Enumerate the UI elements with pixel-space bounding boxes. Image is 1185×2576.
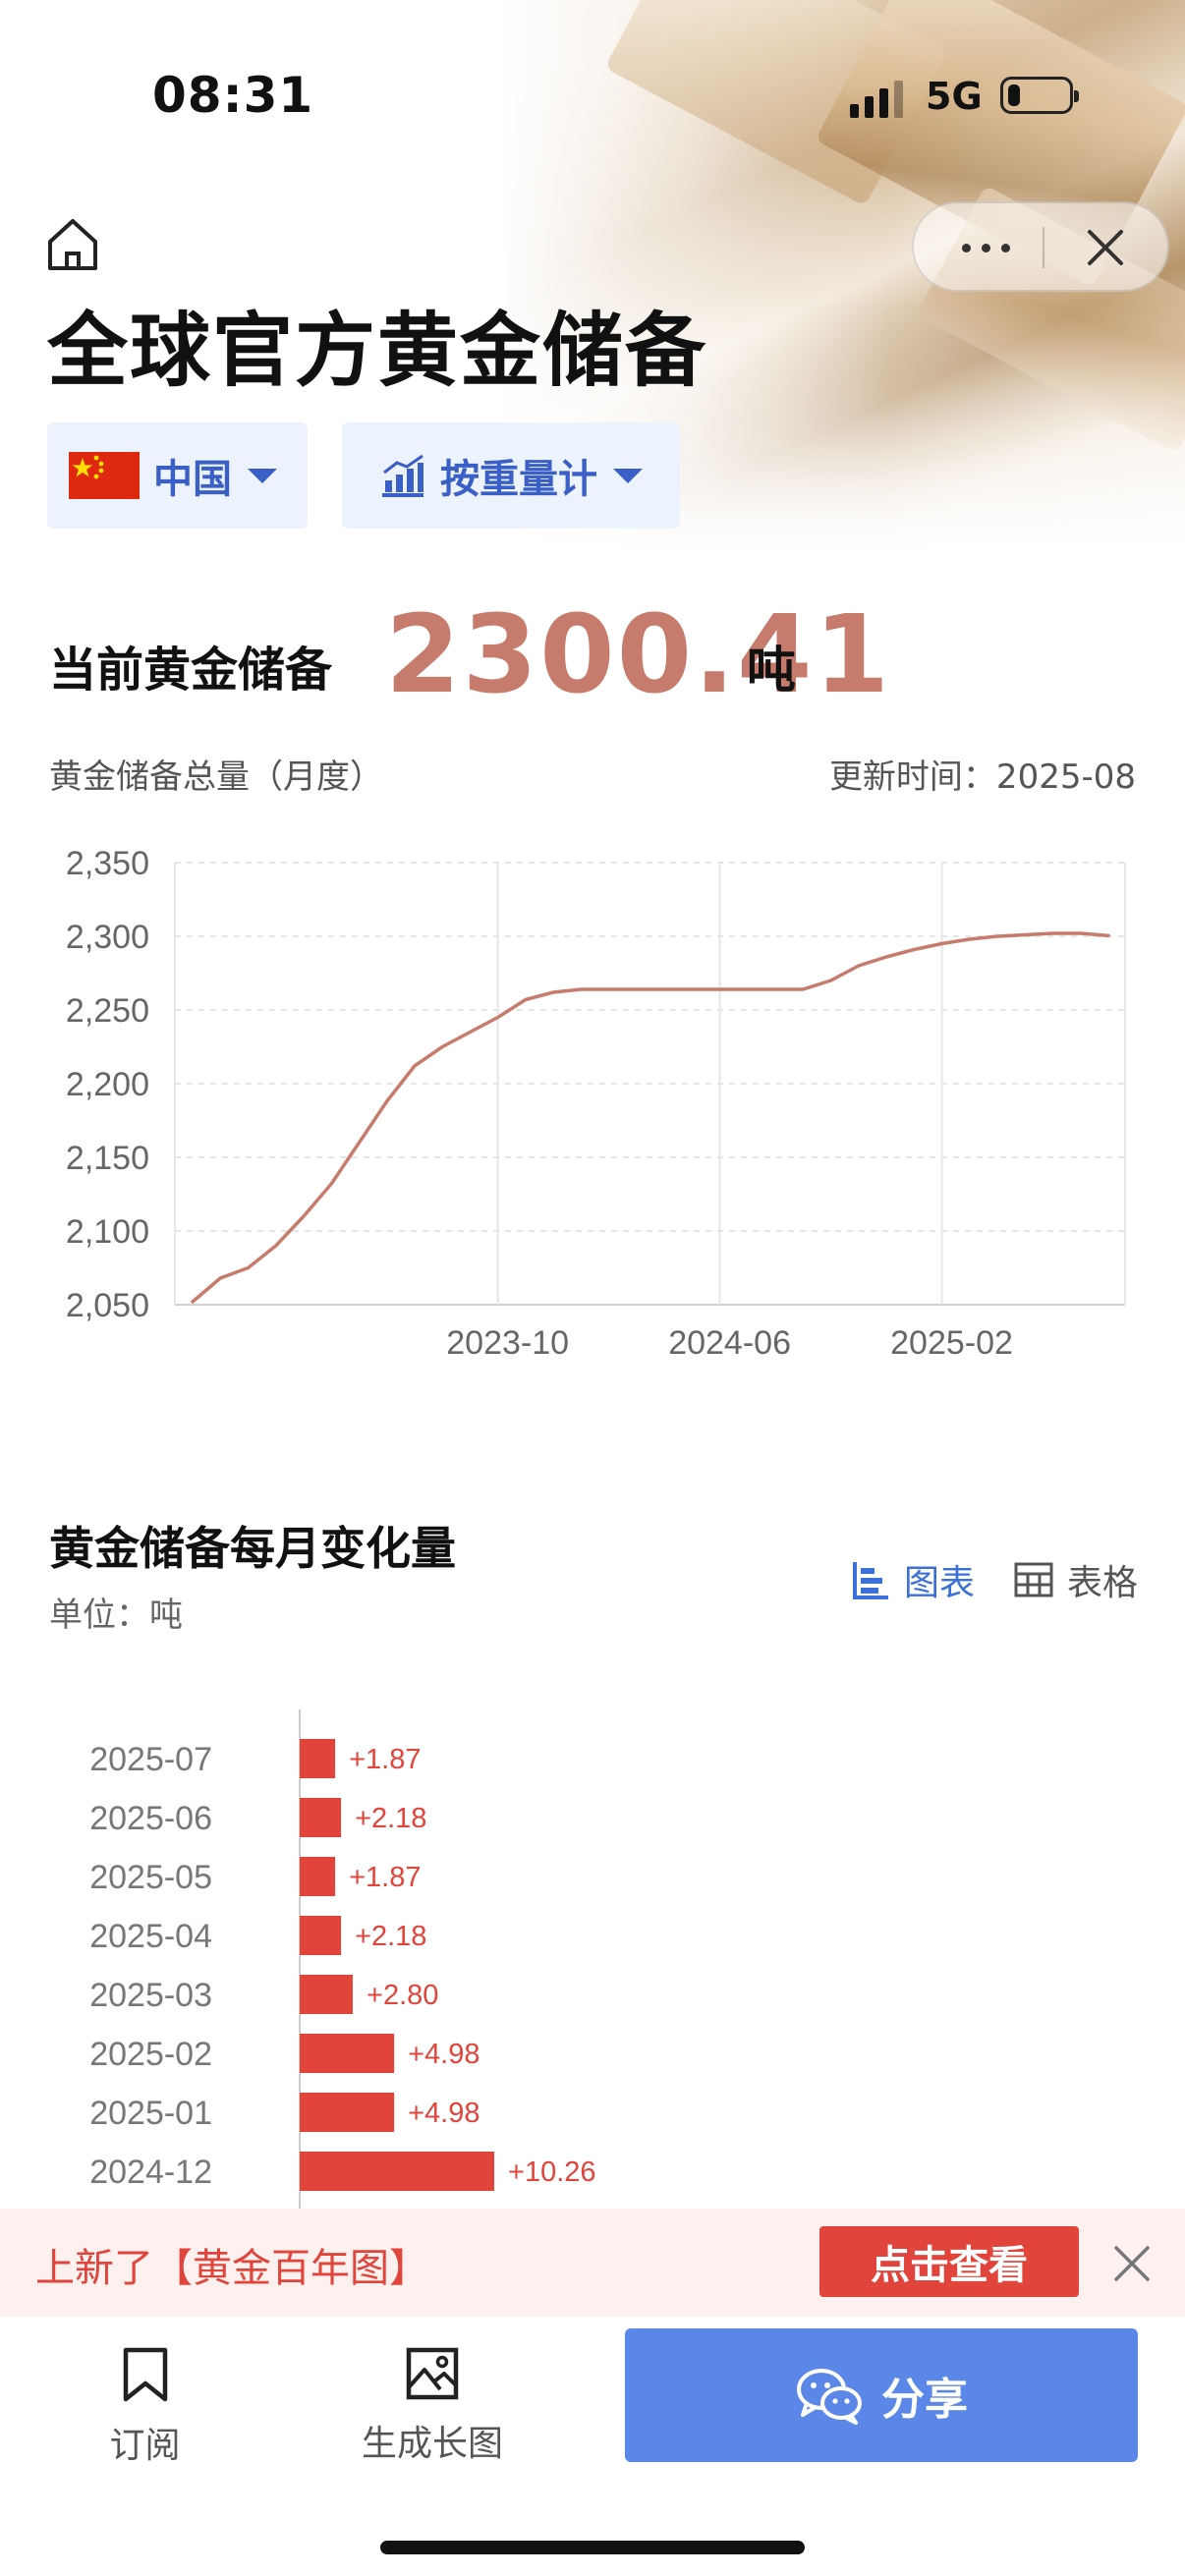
close-icon[interactable] [1081,223,1130,272]
wechat-icon [797,2369,862,2425]
y-tick-label: 2,050 [66,1287,149,1324]
home-icon[interactable] [44,216,101,273]
y-tick-label: 2,300 [66,919,149,956]
capsule-menu [912,201,1169,292]
y-tick-label: 2,350 [66,845,149,882]
tab-chart[interactable]: 图表 [851,1554,975,1605]
current-reserve-value: 2300.41 [385,591,892,717]
bar-chart-icon [382,454,423,497]
table-icon [1014,1562,1053,1597]
total-reserve-line-chart: 2,350 2,300 2,250 2,200 2,150 2,100 2,050 2023-… [66,845,1126,1356]
share-button[interactable]: 分享 [625,2328,1138,2462]
bar [300,1798,342,1837]
country-dropdown[interactable]: 中国 [47,422,308,529]
tab-table-label: 表格 [1067,1563,1139,1603]
monthly-change-bar-chart: 2025-07 +1.87 2025-06 +2.18 2025-05 +1.87 2025… [89,1709,596,2211]
bar [300,2034,395,2073]
bar-value-label: +2.18 [355,1921,426,1952]
bar [300,2152,495,2191]
bar-value-label: +2.80 [367,1980,438,2011]
chevron-down-icon [613,468,643,483]
category-label: 2024-12 [89,2154,212,2191]
promo-view-button[interactable]: 点击查看 [819,2226,1079,2297]
line-chart-subtitle: 黄金储备总量（月度） [49,757,383,797]
image-icon [406,2347,459,2400]
y-tick-label: 2,200 [66,1066,149,1103]
chevron-down-icon [248,468,277,483]
china-flag-icon [69,452,140,499]
share-label: 分享 [881,2375,968,2425]
y-tick-label: 2,150 [66,1140,149,1177]
promo-text: 上新了【黄金百年图】 [35,2246,428,2291]
country-label: 中国 [153,457,232,502]
bar-value-label: +10.26 [508,2156,596,2188]
category-label: 2025-05 [89,1859,212,1896]
generate-long-image-button[interactable]: 生成长图 [344,2346,521,2466]
bar-chart-icon [853,1562,888,1599]
category-label: 2025-06 [89,1800,212,1837]
bar [300,1739,336,1778]
subscribe-button[interactable]: 订阅 [69,2346,221,2468]
bookmark-icon [123,2347,167,2402]
current-reserve-label: 当前黄金储备 [49,643,333,698]
category-label: 2025-02 [89,2036,212,2073]
signal-icon [850,79,907,118]
y-tick-label: 2,250 [66,992,149,1030]
x-tick-label: 2025-02 [890,1324,1013,1356]
category-label: 2025-01 [89,2095,212,2132]
close-icon[interactable] [1108,2240,1156,2287]
x-tick-label: 2023-10 [446,1324,569,1356]
reserve-line-series [191,931,1110,1304]
x-tick-label: 2024-06 [668,1324,791,1356]
bar-value-label: +4.98 [408,2039,480,2070]
monthly-change-title: 黄金储备每月变化量 [49,1522,456,1575]
bar [300,1857,336,1896]
page-title: 全球官方黄金储备 [47,304,708,398]
bar-value-label: +2.18 [355,1803,426,1834]
category-label: 2025-03 [89,1977,212,2014]
subscribe-label: 订阅 [109,2426,181,2466]
current-reserve-unit: 吨 [747,642,796,699]
update-time: 更新时间：2025-08 [828,757,1136,797]
tab-chart-label: 图表 [904,1563,976,1603]
generate-long-image-label: 生成长图 [361,2424,503,2464]
bar [300,2093,395,2132]
status-time: 08:31 [152,67,314,124]
metric-label: 按重量计 [440,457,597,502]
home-indicator [380,2541,805,2554]
bar [300,1916,342,1955]
bar [300,1975,354,2014]
battery-icon [1000,77,1079,114]
bar-value-label: +1.87 [349,1862,421,1893]
metric-dropdown[interactable]: 按重量计 [342,422,680,529]
bar-value-label: +1.87 [349,1744,421,1775]
category-label: 2025-04 [89,1918,212,1955]
monthly-change-unit: 单位：吨 [49,1596,183,1635]
more-icon[interactable] [958,230,1017,265]
network-type: 5G [926,75,983,118]
bar-value-label: +4.98 [408,2098,480,2129]
tab-table[interactable]: 表格 [1014,1554,1138,1605]
y-tick-label: 2,100 [66,1213,149,1251]
capsule-divider [1043,227,1044,268]
category-label: 2025-07 [89,1741,212,1778]
